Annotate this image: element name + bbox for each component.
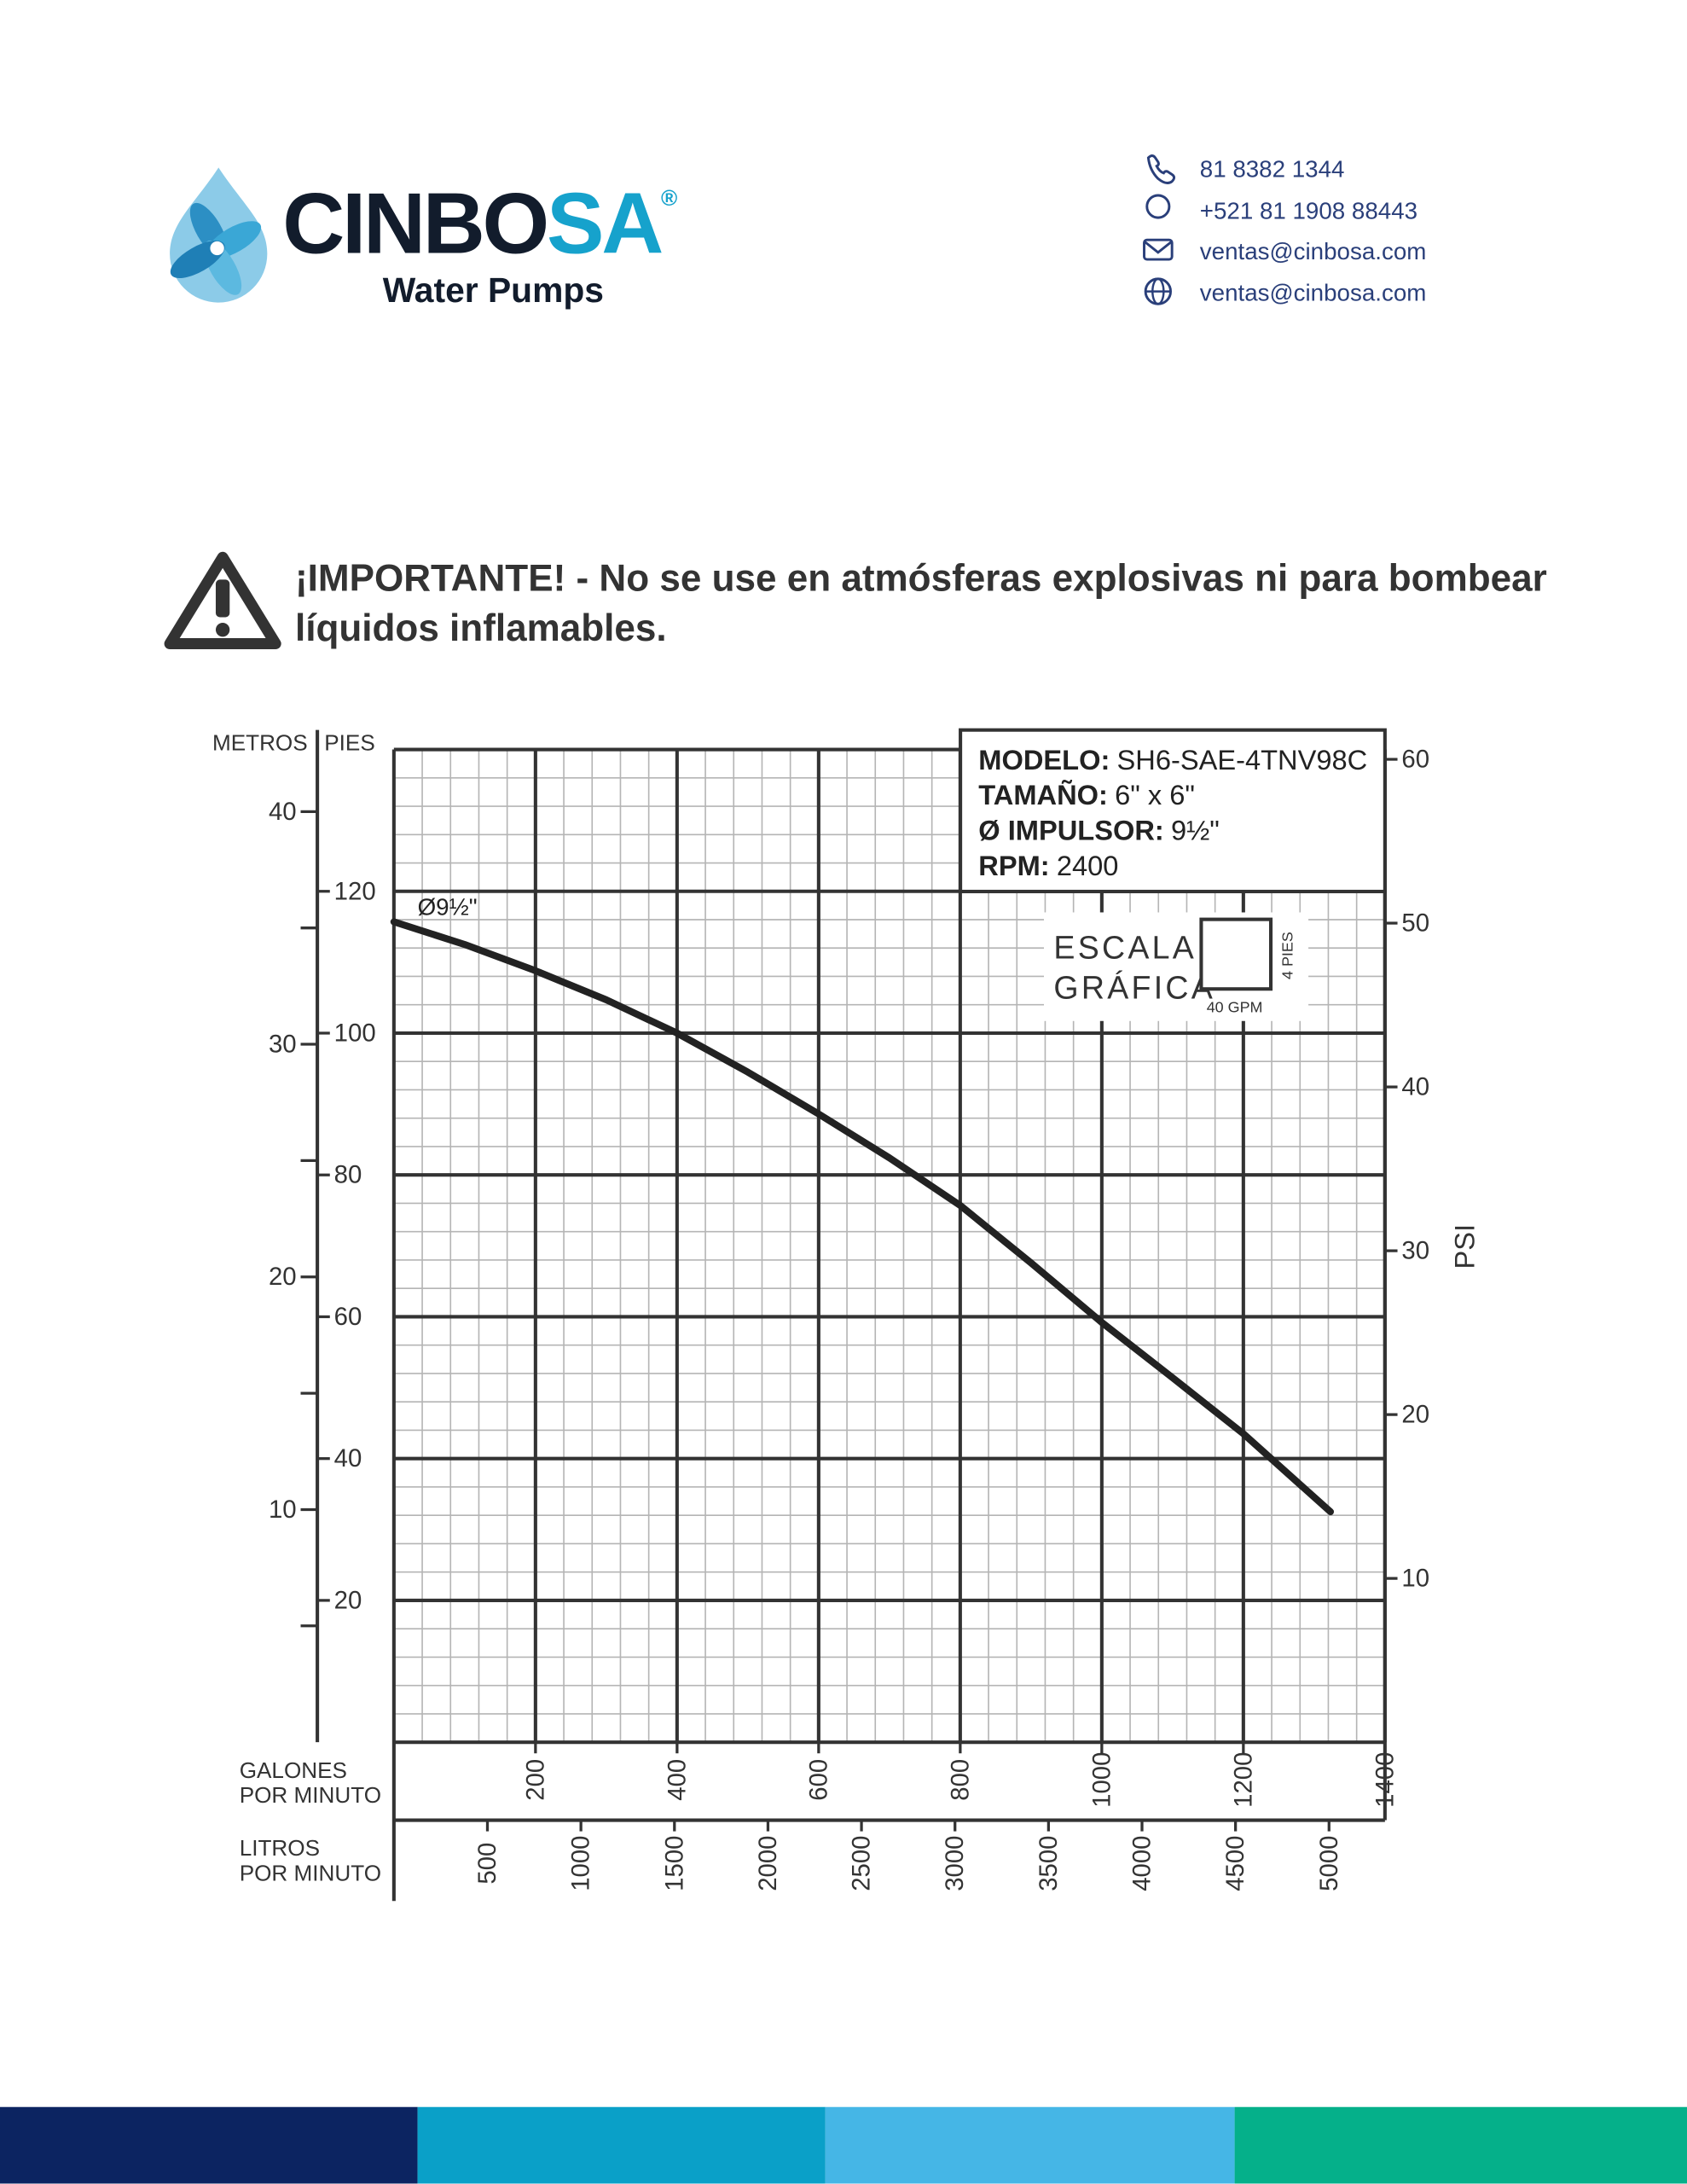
whatsapp-icon (1145, 194, 1171, 219)
info-label: Ø IMPULSOR: (978, 814, 1164, 845)
scale-x-label: 40 GPM (1207, 998, 1263, 1015)
y-axis-title: PIES (324, 729, 375, 755)
x2-tick-label: 1500 (660, 1835, 688, 1891)
contact-email: ventas@cinbosa.com (1200, 238, 1427, 264)
phone-icon (1146, 154, 1176, 184)
y-tick-label: 40 (334, 1444, 362, 1472)
x2-tick-label: 4000 (1128, 1835, 1157, 1891)
warning-icon-bar (215, 579, 230, 618)
info-line: Ø IMPULSOR: 9½" (978, 814, 1220, 845)
contact-phone: 81 8382 1344 (1200, 155, 1345, 182)
warning-text: ¡IMPORTANTE! - No se use en atmósferas e… (295, 557, 1547, 599)
x-tick-label: 600 (804, 1759, 832, 1801)
warning-icon (164, 551, 281, 650)
y-tick-label: 100 (334, 1019, 376, 1047)
info-box (959, 728, 1387, 894)
x2-tick-label: 4500 (1221, 1835, 1249, 1891)
footer-bar (825, 2106, 1235, 2184)
y-tick-label: 20 (334, 1586, 362, 1614)
x2-axis-title: LITROS (240, 1835, 320, 1861)
footer-bar (0, 2106, 418, 2184)
footer-bar (1234, 2106, 1687, 2184)
info-label: TAMAÑO: (978, 779, 1108, 810)
logo-name-accent: SA (547, 175, 662, 271)
y-tick-label: 80 (334, 1161, 362, 1189)
x2-tick-label: 1000 (567, 1835, 595, 1891)
x-tick-label: 1400 (1371, 1752, 1399, 1808)
x2-tick-label: 2500 (848, 1835, 876, 1891)
x-tick-label: 1200 (1229, 1752, 1257, 1808)
x-axis-title: POR MINUTO (240, 1782, 381, 1808)
x2-tick-label: 3500 (1035, 1835, 1063, 1891)
logo-name: CINBOSA® (282, 175, 677, 271)
info-value: 6" x 6" (1115, 779, 1195, 810)
x-tick-label: 200 (521, 1759, 549, 1801)
x-tick-label: 800 (946, 1759, 974, 1801)
y2-axis-title: PSI (1448, 1224, 1480, 1269)
y-tick-label: 60 (334, 1303, 362, 1331)
y2-tick-label: 30 (1401, 1237, 1429, 1265)
scale-title: GRÁFICA (1053, 970, 1215, 1006)
info-value: 9½" (1171, 814, 1220, 845)
y3-tick-label: 40 (269, 798, 297, 826)
logo-tagline: Water Pumps (383, 270, 604, 310)
scale-title: ESCALA (1053, 929, 1197, 965)
info-line: RPM: 2400 (978, 849, 1118, 880)
info-label: MODELO: (978, 743, 1110, 775)
x2-axis-title: POR MINUTO (240, 1861, 381, 1886)
info-label: RPM: (978, 849, 1049, 880)
x-tick-label: 400 (663, 1759, 691, 1801)
pump-curve (390, 918, 1335, 1516)
mail-icon-flap (1143, 240, 1174, 254)
plot-area (393, 749, 1385, 1743)
y2-tick-label: 60 (1401, 746, 1429, 774)
y-tick-label: 120 (334, 877, 376, 905)
y3-tick-label: 30 (269, 1031, 297, 1059)
mail-icon (1143, 238, 1174, 261)
info-line: TAMAÑO: 6" x 6" (978, 779, 1195, 810)
scale-y-label: 4 PIES (1279, 932, 1296, 979)
y3-tick-label: 20 (269, 1263, 297, 1291)
x2-tick-label: 3000 (941, 1835, 969, 1891)
warning-text: líquidos inflamables. (295, 607, 667, 649)
contact-whatsapp: +521 81 1908 88443 (1200, 197, 1417, 224)
contact-web: ventas@cinbosa.com (1200, 280, 1427, 306)
y2-tick-label: 40 (1401, 1073, 1429, 1101)
y3-axis-title: METROS (212, 729, 308, 755)
x2-tick-label: 5000 (1315, 1835, 1343, 1891)
x-axis-title: GALONES (240, 1757, 347, 1783)
warning-icon-dot (215, 623, 230, 637)
x-tick-label: 1000 (1087, 1752, 1116, 1808)
scale-square (1199, 917, 1273, 991)
logo-name-dark: CINBO (282, 175, 547, 271)
y2-tick-label: 50 (1401, 909, 1429, 938)
info-value: SH6-SAE-4TNV98C (1117, 743, 1368, 775)
chart: PIES 20 40 60 80 100 120 METROS 10 20 30 40 10 20 30 40… (212, 728, 1480, 1902)
footer-bar (417, 2106, 826, 2184)
curve-annotation: Ø9½" (418, 893, 478, 920)
x2-tick-label: 500 (473, 1843, 501, 1885)
logo-center (210, 241, 224, 256)
y2-tick-label: 20 (1401, 1401, 1429, 1429)
y2-tick-label: 10 (1401, 1565, 1429, 1593)
x2-tick-label: 2000 (754, 1835, 782, 1891)
info-line: MODELO: SH6-SAE-4TNV98C (978, 743, 1367, 775)
y3-tick-label: 10 (269, 1496, 297, 1524)
info-value: 2400 (1057, 849, 1119, 880)
